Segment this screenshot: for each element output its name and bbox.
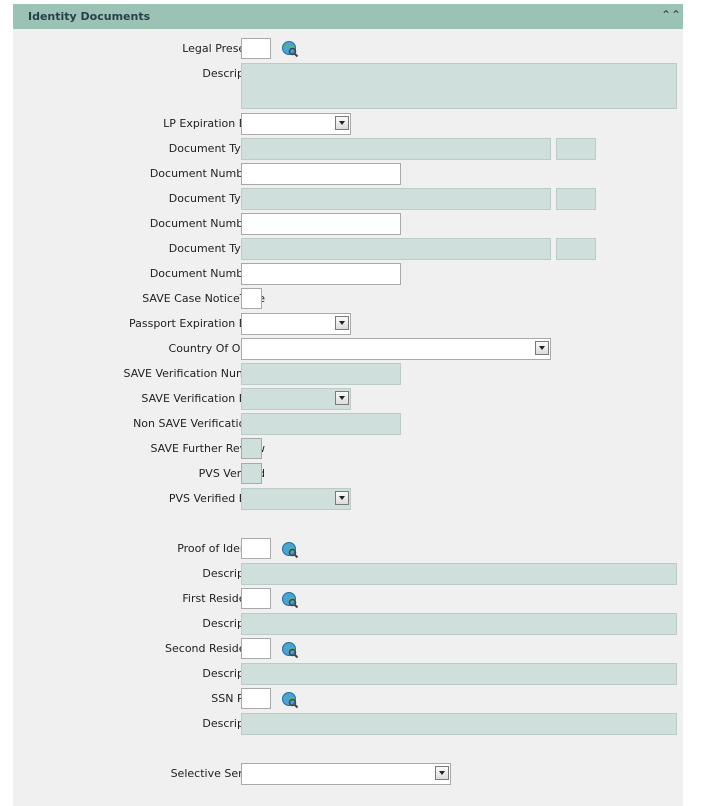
non-save-verification-field[interactable] [241,413,401,435]
save-verification-date-label: SAVE Verification Date [141,392,265,405]
proof-of-identity-checkbox[interactable] [241,538,271,559]
document-type-2-code-field[interactable] [556,188,596,210]
second-residency-checkbox[interactable] [241,638,271,659]
legal-presence-checkbox[interactable] [241,38,271,59]
non-save-verification-label: Non SAVE Verification # [133,417,265,430]
double-chevron-up-icon[interactable]: ⌃⌃ [661,8,682,22]
description-field[interactable] [241,613,677,635]
lp-expiration-date-label: LP Expiration Date [163,117,265,130]
save-further-review-label: SAVE Further Review [150,442,265,455]
dropdown-arrow-icon[interactable] [335,116,349,130]
document-number-2-label: Document Number 2 [149,217,265,230]
country-of-origin-select[interactable] [241,338,551,360]
document-number-1-label: Document Number 1 [149,167,265,180]
country-of-origin-label: Country Of Origin [168,342,265,355]
save-verification-number-field[interactable] [241,363,401,385]
globe-search-icon[interactable] [281,40,299,58]
document-number-1-input[interactable] [241,163,401,185]
dropdown-arrow-icon[interactable] [335,491,349,505]
description-field[interactable] [241,63,677,109]
save-further-review-checkbox[interactable] [241,438,262,459]
dropdown-arrow-icon[interactable] [435,766,449,780]
second-residency-label: Second Residency [165,642,265,655]
document-type-3-field[interactable] [241,238,551,260]
document-type-2-label: Document Type 2 [168,192,265,205]
document-number-2-input[interactable] [241,213,401,235]
document-type-1-label: Document Type 1 [168,142,265,155]
document-type-3-label: Document Type 3 [168,242,265,255]
save-case-notice-type-label: SAVE Case NoticeType [142,292,265,305]
globe-search-icon[interactable] [281,541,299,559]
passport-expiration-date-label: Passport Expiration Date [128,317,265,330]
lp-expiration-date-select[interactable] [241,113,351,135]
pvs-verified-checkbox[interactable] [241,463,262,484]
document-type-1-field[interactable] [241,138,551,160]
description-field[interactable] [241,563,677,585]
save-case-notice-type-checkbox[interactable] [241,288,262,309]
panel-header: Identity Documents ⌃⌃ [13,4,683,29]
selective-service-select[interactable] [241,763,451,785]
pvs-verified-date-select[interactable] [241,488,351,510]
dropdown-arrow-icon[interactable] [335,316,349,330]
save-verification-number-label: SAVE Verification Number [123,367,265,380]
globe-search-icon[interactable] [281,641,299,659]
description-field[interactable] [241,663,677,685]
pvs-verified-date-label: PVS Verified Date [168,492,265,505]
document-number-3-label: Document Number 3 [149,267,265,280]
globe-search-icon[interactable] [281,591,299,609]
ssn-proof-checkbox[interactable] [241,688,271,709]
first-residency-checkbox[interactable] [241,588,271,609]
document-type-2-field[interactable] [241,188,551,210]
globe-search-icon[interactable] [281,691,299,709]
document-type-3-code-field[interactable] [556,238,596,260]
panel-title: Identity Documents [28,10,151,23]
document-type-1-code-field[interactable] [556,138,596,160]
description-field[interactable] [241,713,677,735]
dropdown-arrow-icon[interactable] [535,341,549,355]
passport-expiration-date-select[interactable] [241,313,351,335]
document-number-3-input[interactable] [241,263,401,285]
save-verification-date-select[interactable] [241,388,351,410]
dropdown-arrow-icon[interactable] [335,391,349,405]
